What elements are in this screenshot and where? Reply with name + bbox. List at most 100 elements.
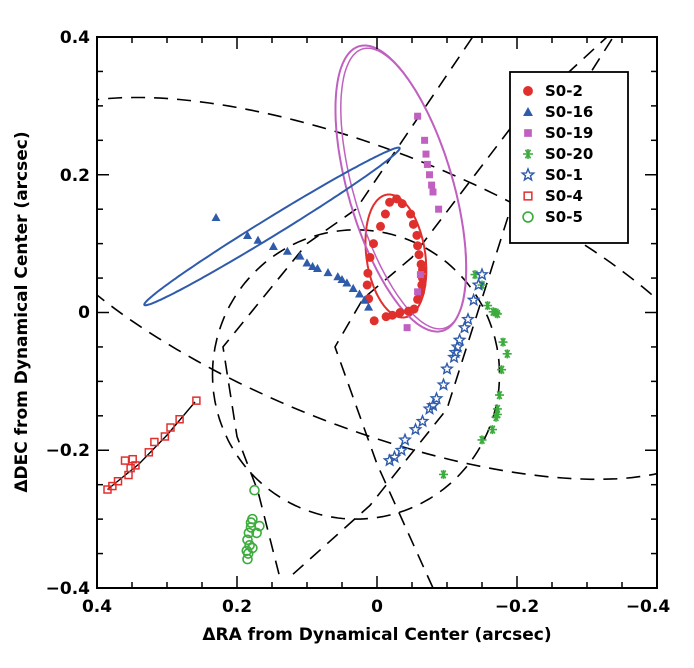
point-s0-16 — [295, 251, 305, 260]
data-points — [103, 112, 512, 565]
legend-label: S0-5 — [545, 208, 583, 226]
orbit-s0-2 — [364, 193, 428, 319]
point-s0-1 — [436, 377, 451, 391]
point-s0-5 — [251, 527, 262, 539]
point-s0-20 — [470, 270, 480, 280]
point-s0-1 — [457, 320, 472, 334]
orbit-s0-4 — [97, 96, 657, 481]
point-s0-1 — [429, 391, 444, 405]
legend-marker-s0-2 — [523, 86, 533, 96]
point-s0-2 — [408, 219, 418, 229]
point-s0-5 — [242, 534, 253, 546]
point-s0-20 — [495, 390, 504, 400]
point-s0-20 — [491, 412, 501, 422]
point-s0-1 — [466, 292, 481, 307]
point-s0-16 — [348, 283, 358, 292]
legend-marker-s0-16 — [523, 107, 533, 116]
point-s0-19 — [416, 271, 424, 279]
legend-label: S0-2 — [545, 82, 583, 100]
point-s0-16 — [308, 261, 318, 270]
point-s0-1 — [447, 349, 461, 364]
point-s0-2 — [413, 294, 423, 304]
point-s0-19 — [429, 188, 437, 196]
point-s0-2 — [369, 316, 379, 326]
point-s0-2 — [362, 280, 372, 290]
point-s0-5 — [243, 527, 255, 539]
x-tick-label: 0.2 — [222, 597, 252, 617]
legend-label: S0-1 — [545, 166, 583, 184]
orbit-s0-16 — [143, 146, 401, 307]
point-s0-4 — [160, 432, 170, 441]
point-s0-19 — [422, 150, 430, 158]
point-s0-1 — [382, 453, 397, 467]
point-s0-2 — [365, 252, 375, 262]
x-tick-label: −0.4 — [626, 597, 671, 617]
point-s0-4 — [175, 415, 184, 424]
point-s0-19 — [423, 160, 431, 168]
y-tick-label: −0.4 — [46, 579, 91, 599]
point-s0-2 — [406, 209, 416, 219]
point-s0-5 — [242, 553, 253, 565]
point-s0-2 — [376, 221, 385, 231]
point-s0-2 — [363, 268, 373, 278]
point-s0-2 — [395, 308, 405, 317]
legend-label: S0-16 — [545, 103, 593, 121]
legend-marker-s0-19 — [524, 129, 532, 137]
point-s0-19 — [414, 112, 422, 120]
point-s0-4 — [108, 481, 117, 491]
point-s0-20 — [497, 365, 507, 375]
point-s0-2 — [412, 230, 422, 240]
point-s0-20 — [492, 404, 502, 414]
point-s0-4 — [166, 423, 175, 432]
x-tick-label: −0.2 — [495, 597, 539, 617]
orbit-s0-20 — [211, 228, 501, 520]
point-s0-5 — [249, 484, 260, 496]
point-s0-20 — [492, 309, 502, 319]
point-s0-16 — [359, 295, 369, 304]
point-s0-4 — [128, 454, 137, 464]
point-s0-5 — [242, 548, 254, 559]
point-s0-16 — [364, 302, 374, 311]
point-s0-1 — [408, 422, 423, 436]
point-s0-4 — [113, 476, 123, 486]
point-s0-2 — [369, 239, 378, 249]
point-s0-16 — [282, 246, 292, 255]
point-s0-16 — [253, 235, 263, 244]
point-s0-16 — [268, 241, 278, 250]
point-s0-16 — [337, 274, 347, 284]
legend: S0-2 S0-16 S0-19 S0-20 S0-1 S0-4 S0-5 — [509, 71, 629, 244]
point-s0-1 — [440, 361, 454, 375]
legend-marker-s0-5 — [522, 211, 534, 223]
point-s0-20 — [502, 349, 512, 359]
point-s0-1 — [450, 339, 465, 353]
point-s0-2 — [381, 312, 391, 322]
point-s0-2 — [385, 197, 395, 207]
point-s0-1 — [394, 442, 409, 457]
point-s0-19 — [421, 136, 429, 144]
legend-marker-s0-4 — [523, 191, 533, 201]
point-s0-20 — [439, 469, 448, 479]
point-s0-19 — [414, 288, 422, 296]
point-s0-16 — [243, 230, 252, 239]
point-s0-20 — [498, 337, 508, 347]
point-s0-16 — [333, 272, 343, 281]
point-s0-1 — [461, 312, 475, 326]
point-s0-16 — [313, 263, 322, 273]
orbit-s0-19-inner — [340, 47, 468, 330]
point-s0-4 — [150, 437, 159, 447]
legend-label: S0-20 — [545, 145, 593, 163]
point-s0-4 — [192, 396, 201, 405]
point-s0-4 — [120, 456, 130, 465]
x-tick-label: 0.4 — [82, 597, 112, 617]
point-s0-19 — [426, 171, 433, 179]
point-s0-1 — [422, 401, 437, 415]
point-s0-16 — [211, 212, 221, 222]
point-s0-1 — [398, 432, 412, 446]
legend-marker-s0-1 — [520, 167, 536, 182]
point-s0-19 — [428, 181, 436, 189]
point-s0-2 — [417, 280, 427, 290]
point-s0-1 — [452, 332, 467, 347]
point-s0-16 — [302, 258, 312, 267]
x-tick-label: 0 — [371, 597, 383, 617]
